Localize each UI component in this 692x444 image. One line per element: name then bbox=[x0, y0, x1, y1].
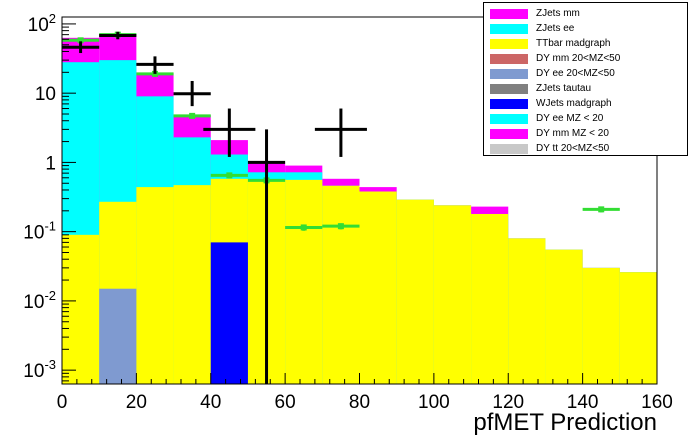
bar-ttbar-madgraph bbox=[582, 267, 620, 384]
y-tick-label: 1 bbox=[45, 153, 56, 174]
bar-dy-ee-20-mz-50 bbox=[99, 288, 137, 384]
legend-label: ZJets ee bbox=[536, 23, 575, 34]
legend-label: DY mm MZ < 20 bbox=[536, 128, 609, 139]
legend-entry: DY ee 20<MZ<50 bbox=[484, 66, 687, 81]
bar-ttbar-madgraph bbox=[285, 179, 323, 384]
prediction-point-marker bbox=[337, 223, 344, 230]
legend-swatch bbox=[490, 23, 528, 34]
bar-ttbar-madgraph bbox=[62, 234, 100, 384]
legend-label: DY mm 20<MZ<50 bbox=[536, 53, 621, 64]
legend-entry: ZJets tautau bbox=[484, 81, 687, 96]
legend-swatch bbox=[490, 113, 528, 124]
bar-ttbar-madgraph bbox=[359, 191, 397, 384]
y-tick-label: 10 bbox=[35, 84, 56, 105]
prediction-point-marker bbox=[226, 172, 233, 179]
legend-swatch bbox=[490, 38, 528, 49]
bar-ttbar-madgraph bbox=[136, 187, 174, 384]
legend-label: DY tt 20<MZ<50 bbox=[536, 143, 610, 154]
bar-ttbar-madgraph bbox=[173, 185, 211, 384]
bar-ttbar-madgraph bbox=[433, 205, 472, 384]
x-tick-label: 120 bbox=[492, 392, 524, 413]
bar-ttbar-madgraph bbox=[396, 199, 434, 384]
x-tick-label: 100 bbox=[418, 392, 450, 413]
legend-label: TTbar madgraph bbox=[536, 38, 611, 49]
y-tick-label: 10-2 bbox=[23, 288, 56, 313]
legend-entry: TTbar madgraph bbox=[484, 36, 687, 51]
legend-swatch bbox=[490, 68, 528, 79]
y-tick-label: 102 bbox=[28, 11, 56, 36]
legend-label: ZJets mm bbox=[536, 8, 580, 19]
legend-entry: ZJets ee bbox=[484, 21, 687, 36]
legend-label: DY ee MZ < 20 bbox=[536, 113, 604, 124]
legend-label: WJets madgraph bbox=[536, 98, 612, 109]
prediction-point-marker bbox=[598, 206, 605, 213]
x-tick-label: 40 bbox=[200, 392, 221, 413]
legend-entry: DY tt 20<MZ<50 bbox=[484, 141, 687, 156]
legend-label: DY ee 20<MZ<50 bbox=[536, 68, 615, 79]
bar-ttbar-madgraph bbox=[508, 238, 546, 384]
y-tick-label: 10-3 bbox=[23, 357, 56, 382]
x-tick-label: 60 bbox=[275, 392, 296, 413]
legend-swatch bbox=[490, 128, 528, 139]
legend-swatch bbox=[490, 53, 528, 64]
x-tick-label: 140 bbox=[567, 392, 599, 413]
legend-swatch bbox=[490, 83, 528, 94]
bar-ttbar-madgraph bbox=[619, 272, 657, 384]
legend-entry: WJets madgraph bbox=[484, 96, 687, 111]
x-tick-label: 80 bbox=[349, 392, 370, 413]
prediction-point-marker bbox=[300, 224, 307, 231]
bar-wjets-madgraph bbox=[210, 242, 248, 384]
legend-swatch bbox=[490, 8, 528, 19]
legend-entry: DY mm 20<MZ<50 bbox=[484, 51, 687, 66]
x-tick-label: 20 bbox=[126, 392, 147, 413]
x-tick-label: 0 bbox=[57, 392, 68, 413]
legend-entry: DY ee MZ < 20 bbox=[484, 111, 687, 126]
legend-entry: ZJets mm bbox=[484, 6, 687, 21]
axes: 0 20 40 60 80 100 120 140 160 102 10 1 10-1 10-2 10-3 bbox=[23, 11, 673, 413]
x-axis-title: pfMET Prediction bbox=[473, 409, 657, 436]
bar-ttbar-madgraph bbox=[545, 249, 583, 384]
x-tick-label: 160 bbox=[641, 392, 673, 413]
prediction-point-marker bbox=[77, 37, 84, 44]
bar-ttbar-madgraph bbox=[322, 185, 360, 384]
overlay-bars bbox=[99, 242, 248, 384]
legend-swatch bbox=[490, 143, 528, 154]
y-tick-label: 10-1 bbox=[23, 219, 56, 244]
bar-ttbar-madgraph bbox=[471, 213, 509, 384]
legend: ZJets mm ZJets ee TTbar madgraph DY mm 20<M… bbox=[483, 2, 688, 156]
legend-entry: DY mm MZ < 20 bbox=[484, 126, 687, 141]
legend-label: ZJets tautau bbox=[536, 83, 592, 94]
prediction-point-marker bbox=[189, 112, 196, 119]
legend-swatch bbox=[490, 98, 528, 109]
data-points bbox=[62, 31, 367, 384]
